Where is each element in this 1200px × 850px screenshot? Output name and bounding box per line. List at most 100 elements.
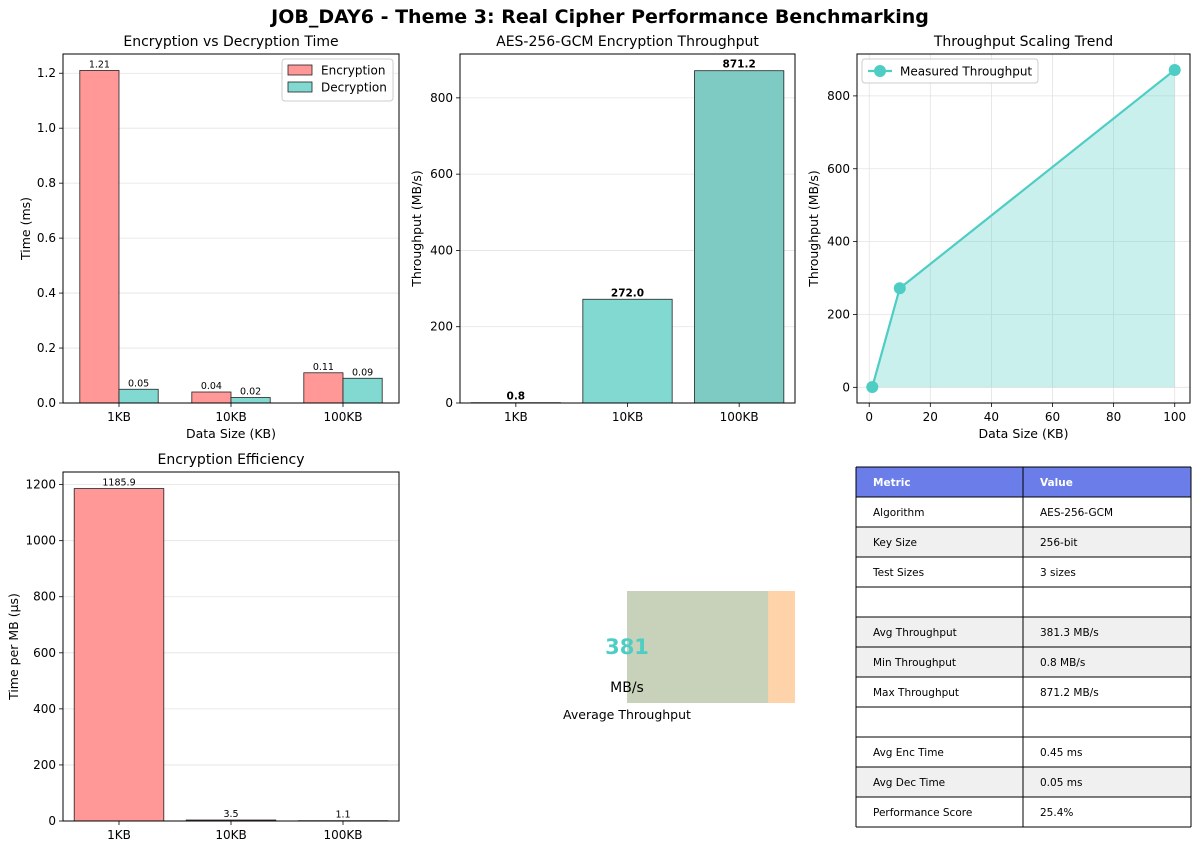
ytick-label: 1.2 xyxy=(37,66,56,80)
x-axis-label: Data Size (KB) xyxy=(979,426,1069,441)
data-label: 1185.9 xyxy=(102,478,135,489)
table-cell: Test Sizes xyxy=(872,567,924,579)
table-cell: 871.2 MB/s xyxy=(1040,687,1099,699)
chart-title: Encryption vs Decryption Time xyxy=(123,34,338,50)
y-axis-label: Time per MB (μs) xyxy=(6,593,21,701)
bar xyxy=(582,298,673,404)
data-label: 871.2 xyxy=(723,59,756,71)
data-point xyxy=(893,282,906,295)
axes-frame xyxy=(62,471,400,822)
gauge-fill xyxy=(627,591,769,703)
ytick-label: 400 xyxy=(430,243,453,257)
data-label: 1.1 xyxy=(335,810,350,821)
ytick-label: 400 xyxy=(33,702,56,716)
ytick-label: 800 xyxy=(827,89,850,103)
table-header-cell: Value xyxy=(1040,477,1073,489)
ytick-label: 600 xyxy=(430,167,453,181)
legend-swatch xyxy=(287,64,313,76)
y-axis-label: Throughput (MB/s) xyxy=(806,170,821,287)
legend: Measured Throughput xyxy=(861,58,1039,84)
ytick-label: 600 xyxy=(33,646,56,660)
legend-label: Encryption xyxy=(321,64,385,78)
chart-title: Encryption Efficiency xyxy=(157,452,304,468)
figure-title: JOB_DAY6 - Theme 3: Real Cipher Performa… xyxy=(269,6,929,28)
data-point xyxy=(1168,63,1181,76)
table-cell: 256-bit xyxy=(1040,537,1078,549)
table-cell: 0.8 MB/s xyxy=(1040,657,1085,669)
ytick-label: 0.4 xyxy=(37,286,56,300)
data-label: 0.02 xyxy=(240,387,261,398)
data-label: 0.8 xyxy=(507,391,526,403)
table-cell: 381.3 MB/s xyxy=(1040,627,1099,639)
legend-box xyxy=(861,58,1039,84)
data-label: 0.04 xyxy=(201,381,222,392)
bar-encryption xyxy=(79,70,120,404)
ytick-label: 1000 xyxy=(25,534,56,548)
bar xyxy=(73,488,165,822)
table-cell: Avg Dec Time xyxy=(873,777,945,789)
table-cell: Algorithm xyxy=(873,507,924,519)
table-cell: Min Throughput xyxy=(873,657,956,669)
average-throughput-gauge: 381 MB/s Average Throughput xyxy=(563,591,795,722)
legend-label: Decryption xyxy=(321,81,387,95)
ytick-label: 0.8 xyxy=(37,176,56,190)
legend: Encryption Decryption xyxy=(281,58,394,102)
ytick-label: 200 xyxy=(33,758,56,772)
table-cell: 3 sizes xyxy=(1040,567,1076,579)
ytick-label: 0.2 xyxy=(37,341,56,355)
table-cell: Performance Score xyxy=(873,807,972,819)
legend-marker xyxy=(874,65,886,77)
data-label: 0.11 xyxy=(313,362,334,373)
bar-encryption xyxy=(191,391,232,404)
xtick-label: 100KB xyxy=(720,410,759,424)
data-point xyxy=(866,381,879,394)
axes-frame xyxy=(856,53,1191,404)
axes-frame xyxy=(459,53,796,404)
y-axis-label: Throughput (MB/s) xyxy=(409,170,424,287)
axes-frame xyxy=(62,53,400,404)
ytick-label: 600 xyxy=(827,162,850,176)
table-cell: 25.4% xyxy=(1040,807,1073,819)
table-cell: Max Throughput xyxy=(873,687,959,699)
chart-encryption-efficiency: 0 200 400 600 800 1000 1200 Encryption Efficien… xyxy=(6,452,400,842)
data-label: 0.09 xyxy=(352,367,373,378)
xtick-label: 80 xyxy=(1106,410,1121,424)
ytick-label: 800 xyxy=(33,590,56,604)
xtick-label: 10KB xyxy=(215,828,246,842)
xtick-label: 1KB xyxy=(504,410,528,424)
table-cell: 0.45 ms xyxy=(1040,747,1082,759)
gauge-value: 381 xyxy=(605,635,649,659)
gauge-label: Average Throughput xyxy=(563,707,691,722)
bar-encryption xyxy=(303,372,344,404)
data-label: 3.5 xyxy=(223,809,238,820)
xtick-label: 100KB xyxy=(323,828,362,842)
data-label: 0.05 xyxy=(128,378,149,389)
bar xyxy=(694,70,785,404)
ytick-label: 0 xyxy=(445,396,453,410)
xtick-label: 10KB xyxy=(215,410,246,424)
x-axis-label: Data Size (KB) xyxy=(186,426,276,441)
data-label: 1.21 xyxy=(89,59,110,70)
table-cell: AES-256-GCM xyxy=(1040,507,1113,519)
legend-label: Measured Throughput xyxy=(900,65,1032,79)
ytick-label: 0.6 xyxy=(37,231,56,245)
chart-title: Throughput Scaling Trend xyxy=(933,34,1113,50)
xtick-label: 10KB xyxy=(612,410,643,424)
xtick-label: 0 xyxy=(865,410,873,424)
ytick-label: 200 xyxy=(430,320,453,334)
xtick-label: 100 xyxy=(1163,410,1186,424)
table-cell: 0.05 ms xyxy=(1040,777,1082,789)
bar-decryption xyxy=(342,377,383,404)
ytick-label: 0 xyxy=(48,814,56,828)
area-fill xyxy=(872,69,1175,388)
gauge-unit: MB/s xyxy=(610,680,644,696)
y-axis-label: Time (ms) xyxy=(18,197,33,261)
xtick-label: 20 xyxy=(923,410,938,424)
legend-swatch xyxy=(287,81,313,93)
table-header-cell: Metric xyxy=(873,477,911,489)
xtick-label: 100KB xyxy=(323,410,362,424)
bar-decryption xyxy=(230,397,271,404)
ytick-label: 800 xyxy=(430,91,453,105)
